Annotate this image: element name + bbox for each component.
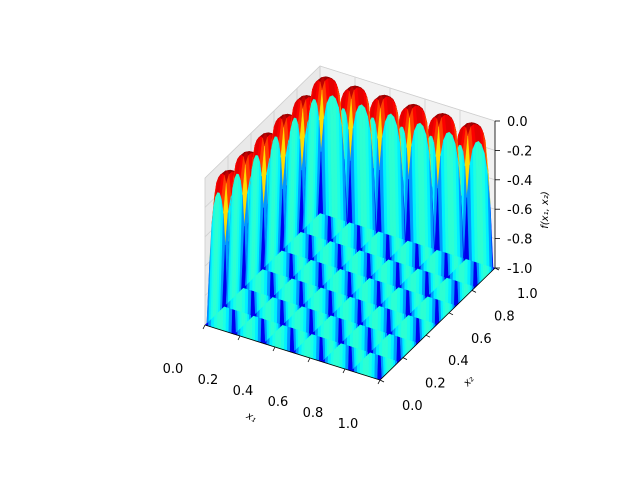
x-tick-mark xyxy=(272,346,276,352)
y-tick-label: 0.4 xyxy=(448,354,469,369)
x-tick-label: 0.6 xyxy=(268,395,289,410)
y-axis-line xyxy=(379,267,496,381)
x-tick-label: 0.8 xyxy=(303,406,324,421)
z-tick-label: -1.0 xyxy=(507,262,532,277)
x-tick-label: 0.0 xyxy=(163,362,184,377)
y-tick-mark xyxy=(402,357,408,360)
surface-facet xyxy=(317,151,324,216)
z-tick-label: 0.0 xyxy=(507,115,528,130)
z-tick-label: -0.4 xyxy=(507,174,532,189)
y-axis-ticks: 0.00.20.40.60.81.0 xyxy=(379,267,538,414)
y-tick-mark xyxy=(471,290,477,293)
y-axis-label: x₂ xyxy=(461,374,476,389)
z-tick-label: -0.2 xyxy=(507,144,532,159)
y-tick-mark xyxy=(379,379,385,383)
z-tick-label: -0.6 xyxy=(507,203,532,218)
y-tick-label: 0.6 xyxy=(471,332,492,347)
y-tick-label: 0.0 xyxy=(402,399,423,414)
y-tick-label: 1.0 xyxy=(517,287,538,302)
x-tick-mark xyxy=(237,335,241,341)
surface-mesh xyxy=(204,76,496,381)
x-tick-mark xyxy=(202,324,206,330)
x-axis-ticks: 0.0 0.2 0.4 0.6 0.8 1.0 xyxy=(163,324,381,432)
grid-side-z xyxy=(204,65,321,179)
x-tick-label: 0.4 xyxy=(233,384,254,399)
x-tick-mark xyxy=(342,368,346,374)
y-tick-label: 0.8 xyxy=(494,309,515,324)
y-tick-label: 0.2 xyxy=(425,377,446,392)
x-tick-label: 0.2 xyxy=(198,373,219,388)
z-axis-label: f(x₁, x₂) xyxy=(540,191,551,229)
x-tick-label: 1.0 xyxy=(338,417,359,432)
x-tick-mark xyxy=(377,379,381,385)
grid-back-z xyxy=(319,65,496,122)
x-tick-mark xyxy=(307,357,311,363)
z-axis-ticks: -1.0 -0.8 -0.6 -0.4 -0.2 0.0 xyxy=(495,115,532,277)
x-axis-line xyxy=(204,324,381,381)
y-tick-mark xyxy=(448,312,454,316)
y-tick-mark xyxy=(425,334,431,338)
axis-lines xyxy=(204,121,496,381)
x-axis-label: x₁ xyxy=(243,410,258,425)
z-tick-label: -0.8 xyxy=(507,233,532,248)
